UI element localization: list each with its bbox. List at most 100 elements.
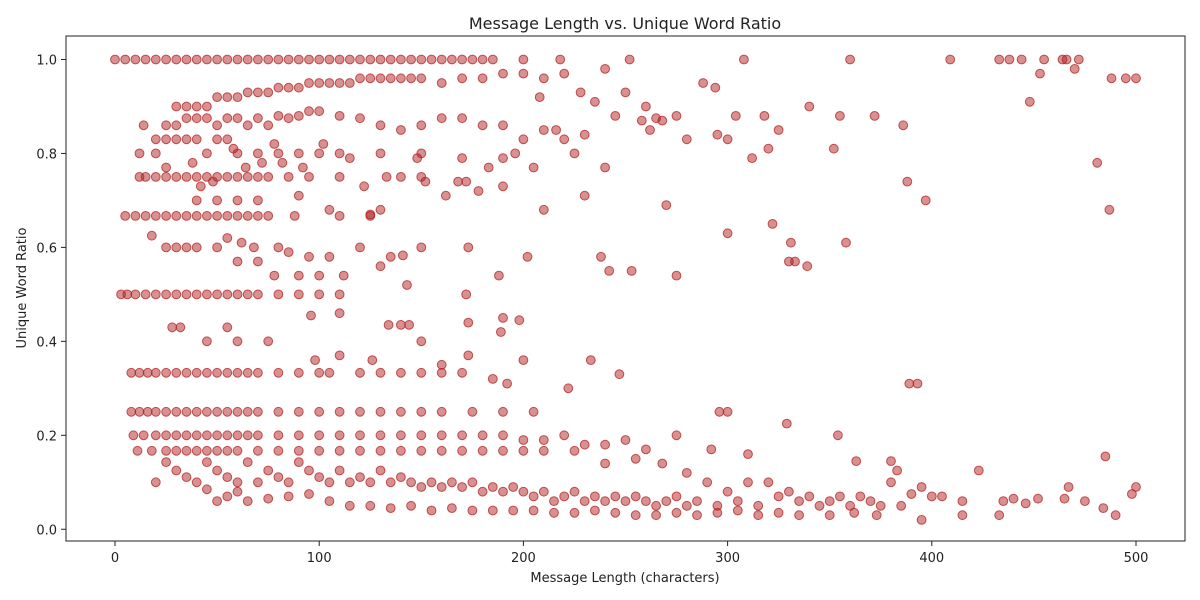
scatter-point — [767, 219, 778, 229]
scatter-point — [232, 211, 243, 221]
scatter-point — [447, 477, 457, 488]
chart-title: Message Length vs. Unique Word Ratio — [469, 14, 781, 33]
scatter-point — [191, 477, 202, 488]
scatter-point — [191, 445, 202, 456]
scatter-point — [1063, 482, 1074, 492]
scatter-point — [522, 251, 533, 262]
scatter-point — [334, 111, 345, 121]
scatter-point — [212, 445, 223, 456]
scatter-point — [385, 503, 396, 514]
scatter-point — [355, 367, 365, 378]
scatter-point — [293, 54, 304, 65]
scatter-point — [344, 500, 355, 511]
scatter-point — [334, 172, 345, 182]
scatter-point — [804, 101, 815, 112]
x-tick-label: 300 — [715, 551, 740, 566]
scatter-point — [222, 92, 233, 102]
scatter-point — [253, 172, 263, 182]
scatter-point — [498, 153, 508, 164]
scatter-point — [1061, 54, 1072, 65]
scatter-point — [396, 445, 406, 456]
scatter-point — [396, 73, 406, 84]
scatter-point — [416, 54, 427, 65]
scatter-point — [314, 406, 325, 417]
scatter-point — [538, 125, 549, 135]
scatter-point — [620, 435, 631, 445]
scatter-point — [569, 486, 580, 497]
scatter-point — [142, 367, 153, 378]
scatter-point — [359, 181, 370, 192]
scatter-point — [195, 181, 206, 192]
scatter-point — [242, 457, 253, 468]
scatter-point — [253, 445, 263, 456]
scatter-point — [161, 134, 172, 145]
scatter-point — [375, 367, 386, 378]
scatter-point — [590, 96, 600, 107]
scatter-point — [202, 484, 212, 495]
scatter-point — [375, 445, 386, 456]
scatter-point — [283, 113, 294, 124]
scatter-point — [228, 143, 239, 154]
scatter-point — [171, 445, 182, 456]
scatter-point — [457, 482, 468, 492]
scatter-point — [579, 190, 590, 201]
scatter-point — [222, 430, 233, 441]
scatter-point — [232, 289, 243, 300]
scatter-point — [906, 489, 917, 499]
scatter-point — [416, 242, 427, 253]
scatter-point — [222, 472, 233, 483]
scatter-point — [692, 496, 702, 507]
scatter-point — [232, 445, 243, 456]
scatter-point — [945, 54, 956, 65]
scatter-point — [579, 129, 590, 140]
scatter-point — [1131, 482, 1141, 492]
scatter-point — [181, 472, 192, 483]
scatter-point — [181, 242, 192, 253]
scatter-point — [181, 430, 192, 441]
scatter-point — [181, 211, 192, 221]
scatter-point — [502, 378, 513, 389]
scatter-point — [1106, 73, 1117, 84]
scatter-point — [833, 430, 843, 441]
x-axis: 0 100 200 300 400 500 — [111, 541, 1148, 566]
scatter-point — [624, 54, 635, 65]
scatter-point — [181, 134, 192, 145]
scatter-point — [600, 496, 610, 507]
scatter-point — [171, 211, 182, 221]
scatter-point — [202, 445, 212, 456]
scatter-point — [396, 54, 406, 65]
scatter-point — [651, 510, 661, 521]
scatter-point — [957, 496, 968, 507]
scatter-point — [590, 491, 600, 502]
scatter-point — [483, 162, 494, 173]
scatter-point — [671, 491, 682, 502]
scatter-point — [150, 172, 161, 182]
scatter-point — [242, 172, 253, 182]
scatter-point — [263, 493, 274, 504]
scatter-point — [181, 406, 192, 417]
scatter-point — [973, 465, 984, 476]
scatter-point — [671, 507, 682, 518]
scatter-point — [334, 308, 345, 319]
scatter-point — [232, 92, 243, 102]
scatter-point — [161, 211, 172, 221]
scatter-point — [904, 378, 915, 389]
scatter-point — [518, 445, 529, 456]
scatter-point — [467, 406, 478, 417]
scatter-point — [283, 247, 294, 258]
scatter-point — [1098, 503, 1109, 514]
scatter-point — [232, 172, 243, 182]
scatter-point — [406, 73, 417, 84]
scatter-point — [355, 430, 365, 441]
scatter-point — [630, 453, 641, 464]
scatter-point — [538, 445, 549, 456]
scatter-point — [191, 113, 202, 124]
scatter-point — [293, 406, 304, 417]
scatter-point — [253, 406, 263, 417]
scatter-point — [242, 211, 253, 221]
scatter-point — [681, 134, 692, 145]
scatter-point — [835, 111, 845, 121]
scatter-point — [344, 54, 355, 65]
scatter-point — [722, 228, 733, 239]
scatter-point — [314, 270, 325, 281]
